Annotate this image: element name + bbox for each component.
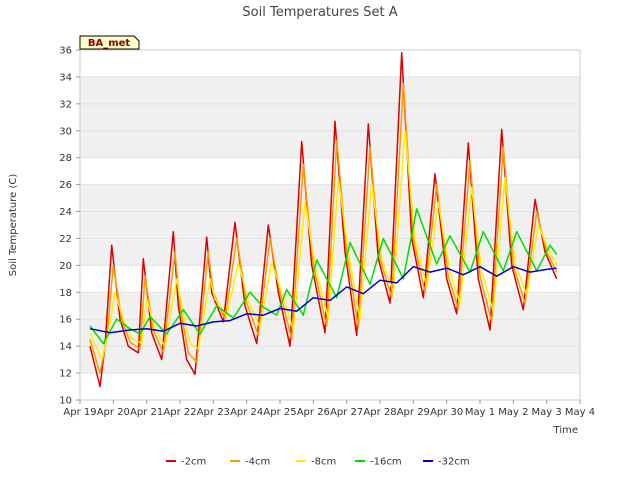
grid-band — [80, 373, 580, 400]
legend: -2cm -4cm -8cm -16cm -32cm — [166, 457, 470, 468]
x-tick-label: Apr 22 — [163, 407, 196, 418]
x-tick-label: May 1 — [465, 407, 495, 418]
legend-label: -4cm — [245, 457, 270, 468]
series-line-32cmcm — [89, 265, 557, 334]
legend-label: -2cm — [181, 457, 206, 468]
y-tick-label: 32 — [59, 99, 72, 110]
series-lines — [89, 51, 558, 388]
grid-band — [80, 103, 580, 131]
y-tick-label: 14 — [59, 342, 72, 353]
x-tick-label: May 4 — [565, 407, 595, 418]
x-tick-label: Apr 23 — [197, 407, 230, 418]
x-tick-label: Apr 20 — [97, 407, 130, 418]
legend-item: -32cm — [423, 457, 470, 468]
series-line-16cmcm — [89, 208, 558, 345]
grid-band — [80, 184, 580, 212]
y-tick-label: 28 — [59, 153, 72, 164]
legend-label: -32cm — [438, 457, 470, 468]
x-tick-label: Apr 28 — [363, 407, 396, 418]
y-tick-label: 16 — [59, 315, 72, 326]
grid-band — [80, 130, 580, 158]
grid-band — [80, 50, 580, 77]
y-tick-label: 24 — [59, 207, 72, 218]
y-tick-label: 20 — [59, 261, 72, 272]
grid-band — [80, 157, 580, 185]
grid-band — [80, 76, 580, 104]
x-tick-label: Apr 25 — [263, 407, 296, 418]
y-axis-title: Soil Temperature (C) — [8, 174, 19, 277]
chart-title: Soil Temperatures Set A — [242, 5, 397, 20]
legend-item: -8cm — [296, 457, 336, 468]
x-tick-label: Apr 24 — [230, 407, 263, 418]
station-badge-shape — [79, 35, 140, 50]
x-tick-label: Apr 26 — [297, 407, 330, 418]
x-tick-label: May 3 — [532, 407, 562, 418]
legend-item: -16cm — [355, 457, 402, 468]
legend-label: -16cm — [370, 457, 402, 468]
y-axis-ticks: 10 12 14 16 18 20 22 24 26 28 30 32 34 36 — [59, 46, 80, 407]
x-tick-label: Apr 29 — [397, 407, 430, 418]
y-tick-label: 22 — [59, 234, 72, 245]
legend-item: -4cm — [230, 457, 270, 468]
station-badge: BA_met — [79, 35, 140, 50]
x-tick-label: May 2 — [498, 407, 528, 418]
y-tick-label: 18 — [59, 288, 72, 299]
plot-area-frame — [79, 49, 581, 401]
x-tick-label: Apr 19 — [63, 407, 96, 418]
x-tick-label: Apr 27 — [330, 407, 363, 418]
x-axis-title: Time — [553, 425, 578, 436]
legend-item: -2cm — [166, 457, 206, 468]
x-tick-label: Apr 21 — [130, 407, 163, 418]
legend-label: -8cm — [311, 457, 336, 468]
y-tick-label: 30 — [59, 126, 72, 137]
y-tick-label: 10 — [59, 396, 72, 407]
y-tick-label: 36 — [59, 46, 72, 57]
y-tick-label: 12 — [59, 369, 72, 380]
x-tick-label: Apr 30 — [430, 407, 463, 418]
y-tick-label: 26 — [59, 180, 72, 191]
y-tick-label: 34 — [59, 72, 72, 83]
station-badge-label: BA_met — [88, 38, 131, 49]
grid-band — [80, 346, 580, 374]
x-axis-ticks: Apr 19 Apr 20 Apr 21 Apr 22 Apr 23 Apr 24 Apr … — [63, 400, 595, 418]
